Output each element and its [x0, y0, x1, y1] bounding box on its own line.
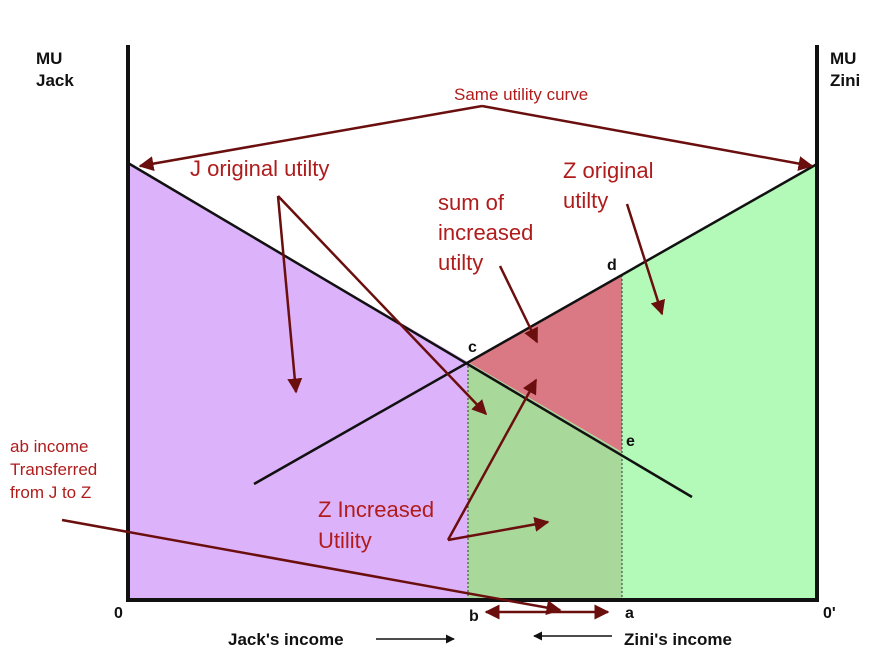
sum-increased-utility-region — [468, 275, 622, 452]
z-original-utility-label-2: utilty — [563, 188, 608, 213]
jack-original-utility-region — [128, 163, 468, 600]
jack-mu-curve — [127, 161, 693, 499]
sum-increased-utility-label-2: increased — [438, 220, 533, 245]
jacks-income-label: Jack's income — [228, 630, 344, 649]
z-increased-arrow-2 — [447, 517, 550, 542]
z-increased-utility-label-2: Utility — [318, 528, 372, 553]
point-e-label: e — [626, 433, 635, 450]
ab-transfer-arrow — [61, 518, 562, 615]
ab-income-label-3: from J to Z — [10, 483, 91, 502]
right-axis-label-mu: MU — [830, 49, 856, 68]
point-c-label: c — [468, 339, 477, 356]
sum-increased-utility-label-1: sum of — [438, 190, 505, 215]
zini-original-utility-region — [622, 164, 817, 600]
z-original-utility-label-1: Z original — [563, 158, 653, 183]
right-axis-label-zini: Zini — [830, 71, 860, 90]
j-original-utility-label: J original utilty — [190, 156, 329, 181]
same-curve-arrow-left — [138, 104, 483, 172]
origin-right-label: 0' — [823, 605, 836, 622]
point-d-label: d — [607, 257, 617, 274]
ab-income-label-1: ab income — [10, 437, 88, 456]
z-increased-utility-label-1: Z Increased — [318, 497, 434, 522]
left-axis-label-mu: MU — [36, 49, 62, 68]
sum-increased-utility-label-3: utilty — [438, 250, 483, 275]
zini-mu-curve — [253, 162, 818, 486]
j-original-arrow-2 — [277, 195, 488, 416]
zinis-income-label: Zini's income — [624, 630, 732, 649]
point-b-label: b — [469, 608, 479, 625]
ab-income-label-2: Transferred — [10, 460, 97, 479]
z-increased-arrow-1 — [446, 378, 538, 541]
origin-left-label: 0 — [114, 605, 123, 622]
z-original-arrow — [625, 203, 666, 316]
left-axis-label-jack: Jack — [36, 71, 74, 90]
j-original-arrow-1 — [276, 195, 303, 394]
sum-increased-arrow — [498, 265, 539, 344]
same-utility-curve-label: Same utility curve — [454, 85, 588, 104]
z-increased-utility-region — [468, 362, 622, 600]
same-curve-arrow-right — [481, 104, 814, 171]
point-a-label: a — [625, 605, 634, 622]
